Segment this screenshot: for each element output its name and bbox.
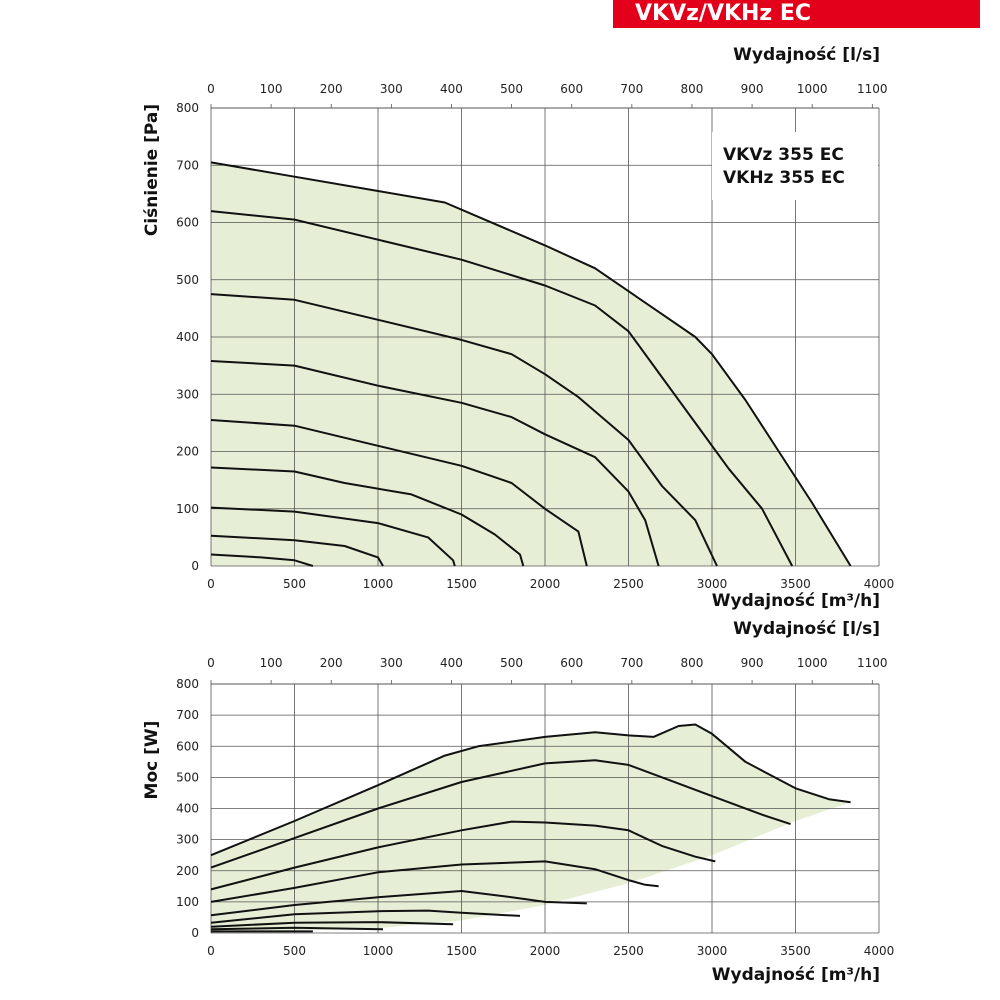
x2-tick-label: 500 — [500, 656, 523, 670]
x-tick-label: 4000 — [864, 577, 895, 591]
curve-8 — [210, 926, 384, 931]
x2-tick-label: 700 — [620, 656, 643, 670]
curve-3 — [210, 820, 716, 891]
x-tick-label: 1500 — [446, 944, 477, 958]
y-tick-label: 0 — [191, 559, 199, 573]
y-tick-label: 800 — [176, 677, 199, 691]
x2-tick-label: 200 — [320, 656, 343, 670]
y-axis-label: Moc [W] — [142, 721, 162, 800]
x-tick-label: 3500 — [780, 944, 811, 958]
x-tick-label: 500 — [283, 577, 306, 591]
x2-axis-label: Wydajność [l/s] — [733, 45, 880, 65]
y-tick-label: 200 — [176, 864, 199, 878]
x2-tick-label: 0 — [207, 82, 215, 96]
y-tick-label: 300 — [176, 387, 199, 401]
x2-tick-label: 200 — [320, 82, 343, 96]
y-tick-label: 500 — [176, 770, 199, 784]
x-tick-label: 2000 — [530, 944, 561, 958]
x2-tick-label: 900 — [741, 656, 764, 670]
curve-2 — [210, 759, 791, 869]
x-tick-label: 0 — [207, 577, 215, 591]
y-tick-label: 100 — [176, 895, 199, 909]
x2-tick-label: 100 — [260, 82, 283, 96]
curve-7 — [210, 506, 456, 567]
y-tick-label: 700 — [176, 708, 199, 722]
x2-tick-label: 700 — [620, 82, 643, 96]
y-tick-label: 200 — [176, 445, 199, 459]
x-tick-label: 4000 — [864, 944, 895, 958]
curve-9 — [210, 553, 314, 567]
x2-tick-label: 300 — [380, 82, 403, 96]
curve-5 — [210, 419, 588, 567]
curve-3 — [210, 293, 718, 567]
y-tick-label: 400 — [176, 802, 199, 816]
curve-5 — [210, 890, 587, 917]
x2-tick-label: 800 — [681, 656, 704, 670]
x-tick-label: 2500 — [613, 944, 644, 958]
x2-tick-label: 1100 — [857, 82, 888, 96]
x2-tick-label: 0 — [207, 656, 215, 670]
x-axis-label: Wydajność [m³/h] — [712, 591, 880, 611]
curve-2 — [210, 210, 794, 567]
x2-tick-label: 600 — [560, 656, 583, 670]
curve-4 — [210, 360, 660, 567]
curve-4 — [210, 860, 659, 903]
x-tick-label: 3000 — [697, 577, 728, 591]
operating-area — [211, 162, 851, 566]
x-tick-label: 2500 — [613, 577, 644, 591]
curve-6 — [210, 466, 525, 567]
y-tick-label: 800 — [176, 101, 199, 115]
x-tick-label: 2000 — [530, 577, 561, 591]
x2-tick-label: 1000 — [797, 82, 828, 96]
curve-1 — [210, 161, 852, 567]
x-tick-label: 500 — [283, 944, 306, 958]
curve-6 — [210, 909, 521, 924]
x2-axis-label: Wydajność [l/s] — [733, 619, 880, 639]
x2-tick-label: 800 — [681, 82, 704, 96]
chart-title: VKHz 355 EC — [723, 168, 845, 188]
x2-tick-label: 100 — [260, 656, 283, 670]
curve-7 — [210, 921, 454, 928]
y-tick-label: 600 — [176, 739, 199, 753]
y-tick-label: 700 — [176, 158, 199, 172]
title-background — [712, 132, 878, 200]
y-tick-label: 300 — [176, 833, 199, 847]
x-tick-label: 1500 — [446, 577, 477, 591]
y-tick-label: 100 — [176, 502, 199, 516]
curve-8 — [210, 534, 384, 567]
y-axis-label: Ciśnienie [Pa] — [142, 104, 162, 236]
x2-tick-label: 1100 — [857, 656, 888, 670]
y-tick-label: 400 — [176, 330, 199, 344]
x2-tick-label: 300 — [380, 656, 403, 670]
x2-tick-label: 500 — [500, 82, 523, 96]
curve-1 — [210, 723, 851, 857]
x-tick-label: 3500 — [780, 577, 811, 591]
header-title: VKVz/VKHz EC — [613, 0, 980, 28]
chart-title: VKVz 355 EC — [723, 145, 844, 165]
x-axis-label: Wydajność [m³/h] — [712, 965, 880, 985]
x2-tick-label: 400 — [440, 656, 463, 670]
x-tick-label: 3000 — [697, 944, 728, 958]
y-tick-label: 600 — [176, 216, 199, 230]
operating-area — [211, 724, 851, 933]
x-tick-label: 1000 — [363, 577, 394, 591]
x2-tick-label: 400 — [440, 82, 463, 96]
x-tick-label: 1000 — [363, 944, 394, 958]
x2-tick-label: 1000 — [797, 656, 828, 670]
y-tick-label: 500 — [176, 273, 199, 287]
y-tick-label: 0 — [191, 926, 199, 940]
x2-tick-label: 900 — [741, 82, 764, 96]
x2-tick-label: 600 — [560, 82, 583, 96]
x-tick-label: 0 — [207, 944, 215, 958]
